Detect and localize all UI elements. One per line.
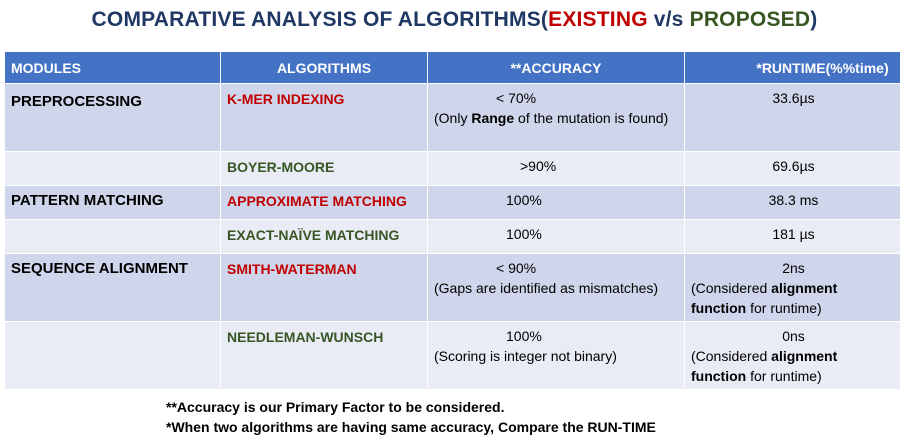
runtime-cell: 2ns (Considered alignment function for r… xyxy=(684,253,901,322)
runtime-value: 2ns xyxy=(782,260,805,276)
algorithm-cell: BOYER-MOORE xyxy=(220,151,428,186)
accuracy-note: (Gaps are identified as mismatches) xyxy=(434,280,659,296)
accuracy-cell: 100% xyxy=(427,219,685,254)
table-row: BOYER-MOORE >90% 69.6µs xyxy=(4,151,901,186)
runtime-cell: 38.3 ms xyxy=(684,185,901,220)
accuracy-cell: < 90% (Gaps are identified as mismatches… xyxy=(427,253,685,322)
accuracy-cell: < 70% (Only Range of the mutation is fou… xyxy=(427,83,685,152)
table-row: PREPROCESSING K-MER INDEXING < 70% (Only… xyxy=(4,83,901,152)
table-row: EXACT-NAÏVE MATCHING 100% 181 µs xyxy=(4,219,901,254)
module-cell: SEQUENCE ALIGNMENT xyxy=(4,253,221,322)
comparison-table: MODULES ALGORITHMS **ACCURACY *RUNTIME(%… xyxy=(4,51,901,390)
header-runtime: *RUNTIME(%%time) xyxy=(684,51,901,84)
header-modules: MODULES xyxy=(4,51,221,84)
slide-title: COMPARATIVE ANALYSIS OF ALGORITHMS(EXIST… xyxy=(0,8,909,32)
module-cell xyxy=(4,219,221,254)
runtime-value: 38.3 ms xyxy=(768,192,819,208)
accuracy-value: < 70% xyxy=(496,90,537,106)
module-cell xyxy=(4,151,221,186)
footnotes: **Accuracy is our Primary Factor to be c… xyxy=(166,397,656,437)
header-algorithms: ALGORITHMS xyxy=(220,51,428,84)
accuracy-value: 100% xyxy=(506,226,542,242)
accuracy-note: (Scoring is integer not binary) xyxy=(434,348,617,364)
accuracy-value: < 90% xyxy=(496,260,537,276)
accuracy-value: 100% xyxy=(506,192,542,208)
accuracy-value: 100% xyxy=(506,328,542,344)
accuracy-cell: 100% xyxy=(427,185,685,220)
runtime-value: 33.6µs xyxy=(772,90,815,106)
algorithm-cell: K-MER INDEXING xyxy=(220,83,428,152)
accuracy-value: >90% xyxy=(520,158,557,174)
header-accuracy: **ACCURACY xyxy=(427,51,685,84)
footnote-accuracy: **Accuracy is our Primary Factor to be c… xyxy=(166,399,505,415)
title-proposed: PROPOSED xyxy=(689,8,811,31)
table-header-row: MODULES ALGORITHMS **ACCURACY *RUNTIME(%… xyxy=(4,51,901,84)
algorithm-cell: EXACT-NAÏVE MATCHING xyxy=(220,219,428,254)
module-cell: PATTERN MATCHING xyxy=(4,185,221,220)
runtime-value: 0ns xyxy=(782,328,805,344)
runtime-cell: 0ns (Considered alignment function for r… xyxy=(684,321,901,390)
table-row: SEQUENCE ALIGNMENT SMITH-WATERMAN < 90% … xyxy=(4,253,901,322)
title-existing: EXISTING xyxy=(548,8,648,31)
algorithm-cell: APPROXIMATE MATCHING xyxy=(220,185,428,220)
module-cell: PREPROCESSING xyxy=(4,83,221,152)
runtime-cell: 181 µs xyxy=(684,219,901,254)
runtime-value: 181 µs xyxy=(772,226,815,242)
runtime-cell: 69.6µs xyxy=(684,151,901,186)
runtime-note: (Considered alignment function for runti… xyxy=(691,280,838,316)
algorithm-cell: NEEDLEMAN-WUNSCH xyxy=(220,321,428,390)
title-middle: v/s xyxy=(647,8,690,31)
title-prefix: COMPARATIVE ANALYSIS OF ALGORITHMS( xyxy=(91,8,549,31)
table-row: PATTERN MATCHING APPROXIMATE MATCHING 10… xyxy=(4,185,901,220)
accuracy-cell: >90% xyxy=(427,151,685,186)
table-row: NEEDLEMAN-WUNSCH 100% (Scoring is intege… xyxy=(4,321,901,390)
module-cell xyxy=(4,321,221,390)
runtime-note: (Considered alignment function for runti… xyxy=(691,348,838,384)
footnote-runtime: *When two algorithms are having same acc… xyxy=(166,419,656,435)
runtime-cell: 33.6µs xyxy=(684,83,901,152)
runtime-value: 69.6µs xyxy=(772,158,815,174)
title-suffix: ) xyxy=(810,8,818,31)
accuracy-note: (Only Range of the mutation is found) xyxy=(434,110,669,126)
algorithm-cell: SMITH-WATERMAN xyxy=(220,253,428,322)
accuracy-cell: 100% (Scoring is integer not binary) xyxy=(427,321,685,390)
